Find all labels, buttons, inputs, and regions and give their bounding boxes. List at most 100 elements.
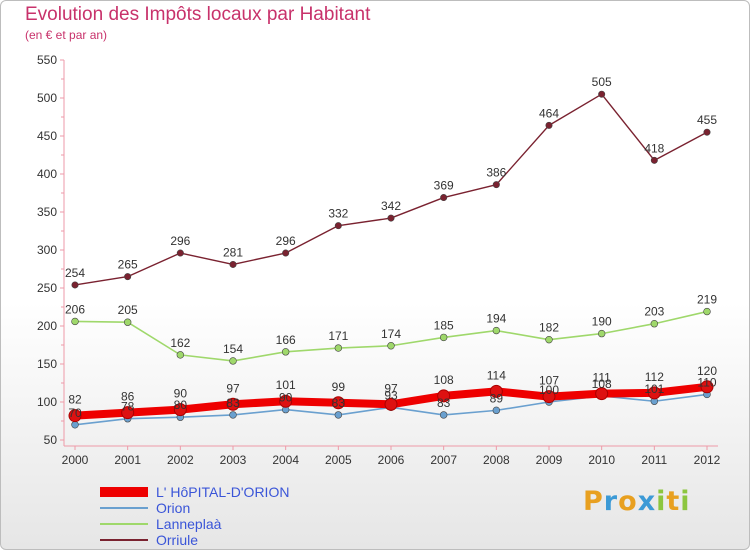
- y-tick-label: 50: [44, 433, 58, 447]
- data-label: 418: [644, 141, 664, 155]
- legend-swatch: [100, 487, 148, 497]
- data-point: [545, 335, 553, 344]
- logo-letter: r: [603, 486, 619, 517]
- data-label: 110: [697, 375, 716, 389]
- data-label: 505: [592, 75, 612, 89]
- x-tick-label: 2003: [220, 453, 247, 467]
- data-point: [229, 260, 237, 268]
- data-point: [226, 397, 240, 411]
- data-label: 455: [697, 113, 717, 127]
- line-chart: 50 100 150 200 250 300 350 400 450 500 550 2000 2001…: [37, 53, 721, 467]
- legend-label: Lanneplaà: [156, 516, 222, 532]
- data-point: [489, 384, 503, 398]
- legend-label: L' HôPITAL-D'ORION: [156, 484, 290, 500]
- logo-letter: o: [618, 486, 638, 517]
- data-label: 162: [170, 336, 190, 350]
- data-label: 166: [276, 333, 296, 347]
- data-label: 120: [697, 364, 717, 378]
- data-label: 108: [592, 377, 612, 391]
- data-point: [437, 389, 451, 403]
- data-point: [595, 387, 609, 401]
- data-point: [71, 317, 79, 326]
- data-point: [384, 397, 398, 411]
- data-label: 464: [539, 106, 559, 120]
- data-point: [440, 194, 448, 202]
- data-point: [334, 411, 343, 419]
- data-label: 101: [644, 382, 664, 396]
- data-label: 100: [539, 383, 559, 397]
- data-label: 281: [223, 245, 243, 259]
- data-label: 265: [118, 258, 138, 272]
- data-point: [123, 318, 132, 326]
- data-label: 86: [121, 390, 135, 404]
- data-label: 99: [332, 380, 346, 394]
- data-point: [598, 90, 606, 98]
- data-point: [387, 342, 395, 350]
- data-label: 78: [121, 400, 135, 414]
- data-label: 369: [434, 179, 454, 193]
- data-point: [334, 222, 342, 230]
- data-label: 101: [276, 378, 296, 392]
- y-tick-label: 400: [37, 167, 57, 181]
- x-tick-label: 2011: [641, 453, 667, 467]
- data-label: 219: [697, 293, 717, 307]
- data-point: [492, 406, 501, 415]
- data-point: [173, 403, 187, 417]
- x-tick-label: 2002: [167, 453, 194, 467]
- y-tick-label: 500: [37, 91, 57, 105]
- data-label: 206: [65, 302, 85, 316]
- data-point: [68, 409, 82, 423]
- data-point: [597, 329, 606, 338]
- x-tick-label: 2004: [272, 453, 299, 467]
- data-label: 205: [118, 303, 138, 317]
- data-point: [439, 411, 448, 419]
- data-point: [647, 386, 661, 400]
- data-point: [229, 411, 237, 419]
- x-tick-label: 2009: [536, 453, 563, 467]
- data-point: [542, 390, 556, 404]
- data-point: [387, 214, 395, 222]
- data-point: [229, 357, 237, 365]
- x-tick-label: 2000: [62, 453, 89, 467]
- y-tick-label: 550: [37, 53, 57, 67]
- data-label: 83: [437, 396, 451, 410]
- data-label: 154: [223, 342, 243, 356]
- data-label: 296: [276, 234, 296, 248]
- data-label: 83: [332, 396, 346, 410]
- logo-letter: x: [637, 486, 657, 517]
- data-point: [703, 128, 711, 136]
- data-point: [176, 249, 184, 257]
- data-label: 185: [434, 318, 454, 332]
- data-point: [279, 394, 293, 408]
- legend-label: Orion: [156, 500, 191, 516]
- data-label: 90: [279, 391, 293, 405]
- data-point: [650, 320, 659, 328]
- chart-title: Evolution des Impôts locaux par Habitant: [25, 4, 371, 25]
- data-point: [334, 344, 343, 352]
- data-label: 108: [434, 373, 454, 387]
- logo-letter: t: [666, 486, 681, 517]
- data-label: 80: [174, 398, 188, 412]
- y-tick-label: 350: [37, 205, 57, 219]
- data-point: [703, 307, 711, 316]
- data-label: 332: [328, 207, 348, 221]
- chart-subtitle: (en € et par an): [25, 28, 108, 42]
- legend-swatch: [100, 507, 148, 509]
- legend-label: Orriule: [156, 532, 199, 548]
- data-point: [492, 326, 501, 335]
- data-label: 111: [593, 371, 612, 385]
- y-tick-label: 200: [37, 319, 57, 333]
- data-point: [121, 406, 135, 420]
- data-label: 112: [645, 370, 664, 384]
- data-label: 254: [65, 266, 85, 280]
- data-label: 194: [486, 312, 506, 326]
- data-label: 83: [226, 396, 240, 410]
- data-label: 386: [486, 166, 506, 180]
- data-point: [282, 249, 290, 257]
- data-label: 89: [490, 391, 504, 405]
- logo-letter: i: [656, 486, 667, 517]
- x-tick-label: 2001: [114, 453, 141, 467]
- data-label: 203: [644, 305, 664, 319]
- data-label: 93: [384, 388, 398, 402]
- logo-letter: i: [680, 486, 691, 517]
